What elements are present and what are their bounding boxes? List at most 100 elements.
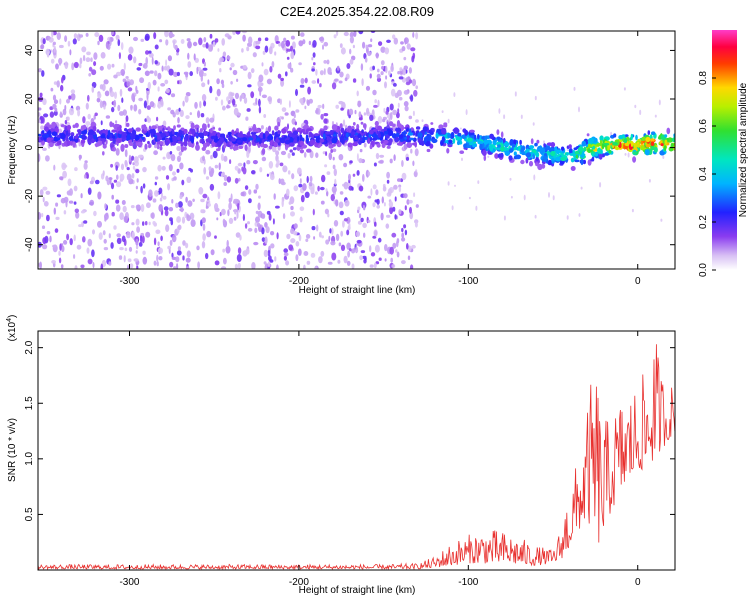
heatmap-cell: [503, 147, 509, 152]
heatmap-cell: [412, 110, 415, 116]
heatmap-cell: [325, 188, 328, 193]
heatmap-cell: [222, 51, 227, 57]
heatmap-cell: [403, 193, 408, 199]
heatmap-cell: [88, 129, 95, 136]
heatmap-cell: [212, 41, 216, 48]
heatmap-cell: [339, 191, 344, 195]
heatmap-cell: [631, 208, 634, 213]
heatmap-cell: [598, 153, 603, 160]
heatmap-cell: [203, 72, 207, 77]
heatmap-cell: [81, 142, 85, 147]
heatmap-cell: [634, 104, 637, 109]
heatmap-cell: [197, 261, 201, 269]
heatmap-cell: [156, 254, 159, 262]
heatmap-cell: [219, 68, 222, 73]
heatmap-cell: [240, 191, 245, 197]
heatmap-cell: [279, 162, 284, 167]
heatmap-cell: [422, 126, 428, 132]
heatmap-cell: [403, 101, 409, 107]
heatmap-cell: [154, 143, 158, 149]
heatmap-cell: [61, 162, 67, 171]
heatmap-cell: [221, 83, 225, 89]
heatmap-cell: [70, 93, 76, 101]
heatmap-cell: [339, 210, 344, 216]
heatmap-cell: [96, 97, 101, 103]
heatmap-cell: [297, 248, 302, 256]
heatmap-cell: [367, 195, 372, 199]
heatmap-cell: [198, 69, 204, 78]
heatmap-cell: [320, 250, 325, 257]
heatmap-cell: [38, 68, 42, 73]
heatmap-cell: [343, 218, 348, 222]
heatmap-cell: [175, 256, 180, 263]
heatmap-cell: [44, 235, 49, 244]
heatmap-cell: [280, 137, 286, 144]
heatmap-cell: [496, 129, 500, 136]
heatmap-cell: [285, 71, 288, 77]
heatmap-cell: [599, 135, 604, 142]
heatmap-cell: [222, 218, 226, 225]
heatmap-cell: [203, 61, 206, 67]
heatmap-cell: [165, 39, 169, 46]
heatmap-cell: [274, 125, 279, 131]
heatmap-cell: [146, 93, 149, 100]
heatmap-cell: [299, 216, 303, 223]
heatmap-cell: [237, 112, 242, 116]
heatmap-cell: [414, 221, 418, 228]
heatmap-cell: [171, 199, 174, 204]
heatmap-cell: [396, 251, 400, 258]
heatmap-cell: [133, 56, 137, 64]
snr-multiplier-close: ): [7, 315, 18, 318]
heatmap-cell: [200, 113, 205, 118]
heatmap-cell: [160, 235, 163, 242]
heatmap-cell: [119, 212, 124, 221]
heatmap-cell: [163, 65, 168, 71]
heatmap-cell: [271, 61, 275, 68]
heatmap-cell: [389, 158, 393, 164]
heatmap-cell: [535, 151, 540, 158]
heatmap-cell: [59, 44, 64, 49]
heatmap-cell: [592, 145, 596, 150]
spectrogram-plot-area: [38, 31, 675, 269]
heatmap-cell: [79, 57, 83, 65]
heatmap-cell: [396, 142, 403, 146]
heatmap-cell: [268, 46, 273, 55]
heatmap-cell: [138, 97, 144, 102]
heatmap-cell: [226, 239, 229, 248]
heatmap-cell: [93, 52, 98, 60]
heatmap-cell: [45, 155, 50, 162]
y-tick-label: 2.0: [24, 340, 35, 354]
heatmap-cell: [415, 169, 418, 173]
heatmap-cell: [98, 232, 103, 240]
heatmap-cell: [68, 95, 72, 100]
heatmap-cell: [523, 194, 526, 201]
heatmap-cell: [447, 181, 450, 186]
heatmap-cell: [389, 112, 393, 120]
heatmap-cell: [547, 159, 553, 166]
heatmap-cell: [597, 147, 602, 154]
heatmap-cell: [370, 38, 373, 42]
heatmap-cell: [365, 85, 371, 91]
heatmap-cell: [280, 150, 287, 156]
heatmap-cell: [73, 254, 76, 259]
heatmap-cell: [191, 128, 196, 136]
heatmap-cell: [149, 70, 154, 74]
heatmap-cell: [221, 266, 227, 269]
heatmap-cell: [267, 125, 272, 132]
heatmap-cell: [284, 139, 291, 145]
heatmap-cell: [406, 43, 411, 50]
heatmap-cell: [241, 166, 244, 172]
heatmap-cell: [293, 139, 298, 144]
heatmap-cell: [252, 52, 257, 58]
heatmap-cell: [272, 218, 275, 225]
heatmap-cell: [157, 125, 161, 132]
heatmap-cell: [41, 130, 45, 134]
heatmap-cell: [171, 234, 177, 243]
heatmap-cell: [241, 31, 248, 34]
x-tick-label: -100: [458, 577, 478, 588]
heatmap-cell: [578, 146, 584, 152]
heatmap-cell: [525, 157, 529, 164]
heatmap-cell: [331, 82, 337, 90]
heatmap-cell: [158, 247, 163, 254]
heatmap-cell: [288, 201, 292, 205]
